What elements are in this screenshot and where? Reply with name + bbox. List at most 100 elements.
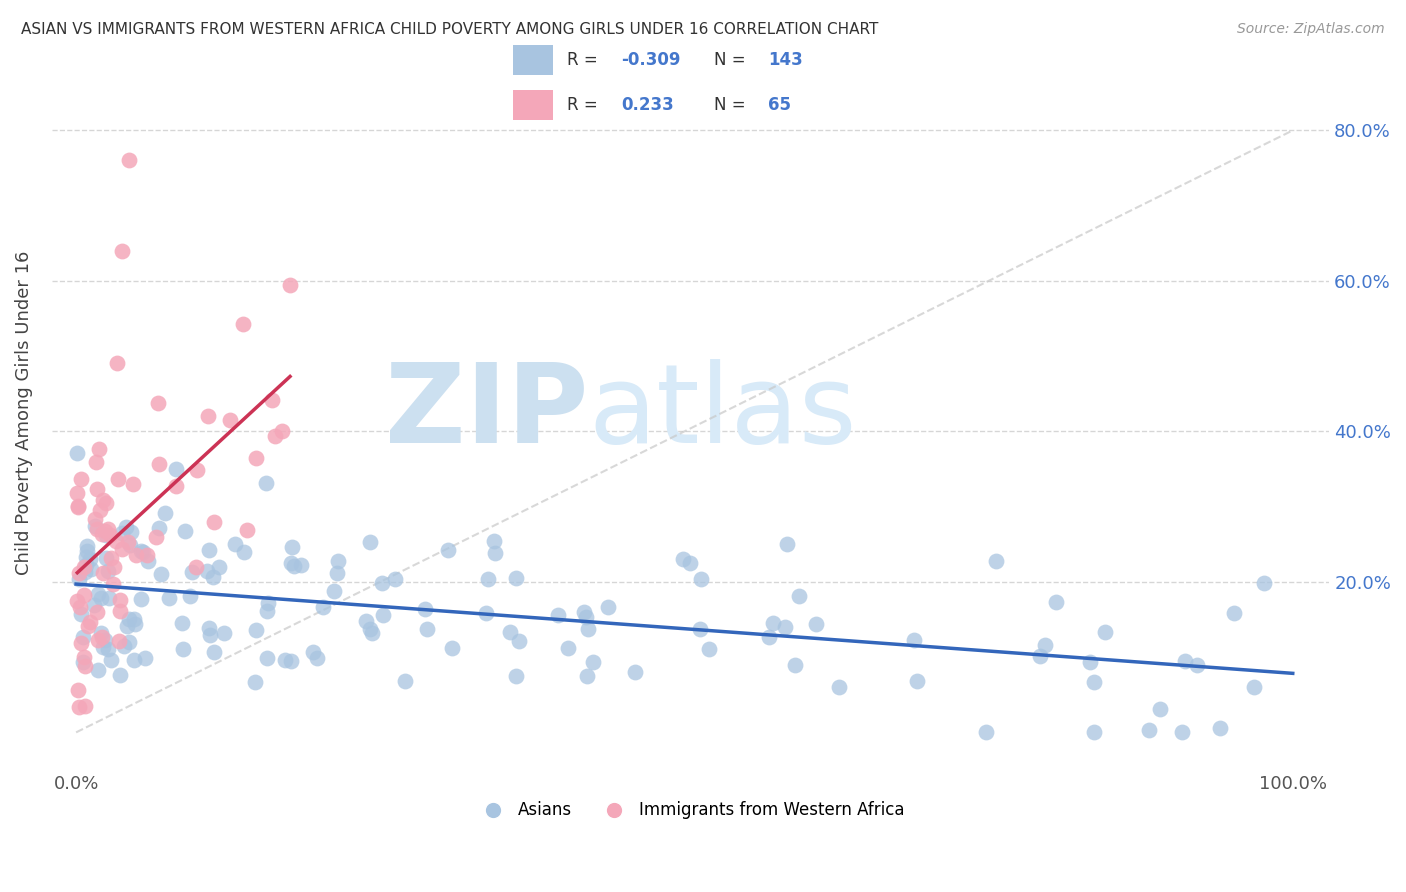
Point — [100, 653, 122, 667]
Point — [131, 545, 153, 559]
Point — [974, 725, 997, 739]
Point — [415, 623, 437, 637]
Point — [356, 615, 378, 629]
Point — [172, 642, 194, 657]
Point — [98, 528, 121, 542]
Point — [905, 673, 928, 688]
Point — [1094, 624, 1116, 639]
Point — [557, 640, 579, 655]
Point — [214, 626, 236, 640]
Point — [278, 277, 301, 292]
Point — [107, 472, 129, 486]
Point — [697, 641, 720, 656]
Point — [87, 587, 110, 601]
Point — [1029, 649, 1052, 664]
Point — [1078, 655, 1101, 669]
Point — [903, 633, 925, 648]
Point — [477, 572, 499, 586]
Point — [90, 591, 112, 606]
Point — [235, 523, 257, 537]
Point — [97, 522, 120, 536]
Point — [66, 446, 89, 460]
Point — [232, 318, 254, 332]
Point — [186, 463, 208, 477]
Point — [67, 572, 90, 586]
Point — [596, 599, 619, 614]
Point — [108, 633, 131, 648]
Point — [280, 556, 302, 570]
Point — [105, 534, 128, 549]
Point — [1035, 638, 1057, 652]
Point — [86, 522, 108, 536]
Text: ZIP: ZIP — [385, 359, 588, 466]
Point — [361, 626, 384, 640]
Point — [283, 558, 305, 573]
Point — [94, 496, 117, 510]
Point — [83, 599, 105, 613]
Point — [97, 642, 120, 657]
Point — [136, 548, 159, 562]
Point — [157, 591, 180, 605]
Point — [758, 630, 780, 644]
Point — [103, 560, 125, 574]
Point — [120, 524, 142, 539]
Point — [1083, 674, 1105, 689]
Point — [274, 653, 297, 667]
Point — [200, 628, 222, 642]
Point — [290, 558, 312, 572]
Point — [80, 561, 103, 575]
Text: -0.309: -0.309 — [621, 51, 681, 69]
Point — [75, 558, 97, 572]
Point — [415, 602, 437, 616]
Point — [575, 609, 598, 624]
Point — [93, 640, 115, 654]
Y-axis label: Child Poverty Among Girls Under 16: Child Poverty Among Girls Under 16 — [15, 251, 32, 574]
Text: R =: R = — [567, 96, 603, 114]
Point — [76, 539, 98, 553]
Point — [256, 650, 278, 665]
Point — [73, 560, 96, 574]
Point — [69, 636, 91, 650]
Point — [122, 611, 145, 625]
Point — [72, 655, 94, 669]
Point — [118, 612, 141, 626]
Point — [505, 669, 527, 683]
Point — [359, 622, 381, 636]
Point — [207, 559, 229, 574]
Point — [679, 556, 702, 570]
Point — [689, 573, 711, 587]
Point — [72, 630, 94, 644]
Point — [86, 605, 108, 619]
Point — [474, 606, 496, 620]
Point — [66, 593, 89, 607]
Point — [66, 500, 89, 515]
Point — [108, 603, 131, 617]
Point — [118, 153, 141, 168]
Point — [301, 645, 323, 659]
Point — [762, 616, 785, 631]
Point — [384, 572, 406, 586]
Point — [806, 616, 828, 631]
Point — [1174, 654, 1197, 668]
Text: 65: 65 — [768, 96, 792, 114]
Point — [94, 551, 117, 566]
Point — [371, 608, 394, 623]
Text: 143: 143 — [768, 51, 803, 69]
Point — [117, 534, 139, 549]
Point — [197, 409, 219, 424]
Point — [75, 658, 97, 673]
Point — [84, 519, 107, 533]
Point — [91, 527, 114, 541]
Point — [79, 615, 101, 629]
Text: atlas: atlas — [588, 359, 856, 466]
Point — [312, 600, 335, 615]
Point — [371, 575, 394, 590]
Text: N =: N = — [714, 51, 751, 69]
Point — [204, 515, 226, 529]
Point — [828, 680, 851, 694]
Point — [101, 577, 124, 591]
Point — [129, 591, 152, 606]
Point — [484, 546, 506, 560]
Point — [120, 538, 142, 552]
Point — [93, 566, 115, 581]
